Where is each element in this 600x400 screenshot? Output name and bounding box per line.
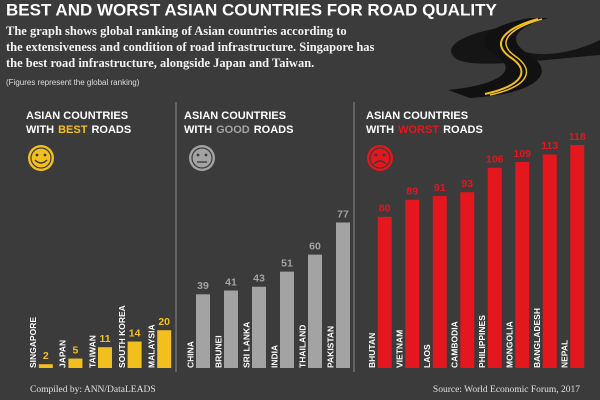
value-label: 20 xyxy=(158,316,170,328)
happy-face xyxy=(28,145,54,171)
category-label: NEPAL xyxy=(560,340,570,368)
category-label: BHUTAN xyxy=(367,333,377,368)
category-label: INDIA xyxy=(269,345,279,368)
category-label: THAILAND xyxy=(297,325,307,368)
value-label: 14 xyxy=(129,327,141,339)
value-label: 113 xyxy=(541,140,558,152)
value-label: 89 xyxy=(406,186,418,198)
category-label: MALAYSIA xyxy=(146,324,156,368)
category-label: CHINA xyxy=(185,341,195,368)
category-label: JAPAN xyxy=(58,340,68,368)
bar xyxy=(542,154,557,368)
value-label: 91 xyxy=(434,182,446,194)
heading-word: ROADS xyxy=(443,124,483,136)
value-label: 39 xyxy=(197,280,209,292)
bar xyxy=(127,341,142,368)
bar xyxy=(515,162,530,368)
value-label: 41 xyxy=(225,276,237,288)
bar xyxy=(157,330,172,368)
heading-highlight: BEST xyxy=(58,124,88,136)
category-label: PAKISTAN xyxy=(325,326,335,368)
category-label: PHILIPPINES xyxy=(477,315,487,368)
heading-word: ROADS xyxy=(254,124,294,136)
heading-word: WITH xyxy=(366,124,394,136)
subtitle-line: the extensiveness and condition of road … xyxy=(6,40,375,54)
bar xyxy=(377,216,392,368)
title: BEST AND WORST ASIAN COUNTRIES FOR ROAD … xyxy=(6,0,497,19)
category-label: CAMBODIA xyxy=(450,321,460,368)
bar xyxy=(405,199,420,368)
value-label: 93 xyxy=(461,178,473,190)
category-label: LAOS xyxy=(422,344,432,368)
road-graphic xyxy=(448,18,600,98)
category-label: SINGAPORE xyxy=(28,317,38,368)
panel-heading: WITH BEST ROADS xyxy=(26,124,131,136)
category-label: BRUNEI xyxy=(213,335,223,368)
value-label: 2 xyxy=(43,350,49,362)
category-label: MONGOLIA xyxy=(505,321,515,368)
value-label: 118 xyxy=(569,131,586,143)
bar xyxy=(308,254,322,368)
subtitle-line: the best road infrastructure, alongside … xyxy=(6,56,314,70)
bar xyxy=(196,294,210,368)
note: (Figures represent the global ranking) xyxy=(6,78,140,87)
bar xyxy=(570,145,585,368)
bar xyxy=(487,167,502,368)
category-label: TAIWAN xyxy=(87,335,97,368)
panel-heading: ASIAN COUNTRIES xyxy=(26,110,128,122)
bar xyxy=(432,196,447,368)
bar xyxy=(252,286,266,368)
value-label: 51 xyxy=(281,257,293,269)
bar xyxy=(280,271,294,368)
panel-heading: ASIAN COUNTRIES xyxy=(366,110,468,122)
heading-word: ROADS xyxy=(91,124,131,136)
value-label: 5 xyxy=(72,344,78,356)
category-label: SOUTH KOREA xyxy=(117,305,127,368)
heading-word: WITH xyxy=(184,124,212,136)
bar xyxy=(224,290,238,368)
heading-highlight: WORST xyxy=(398,124,439,136)
value-label: 109 xyxy=(513,148,531,160)
value-label: 77 xyxy=(337,208,349,220)
category-label: VIETNAM xyxy=(395,330,405,368)
credit: Compiled by: ANN/DataLEADS xyxy=(30,385,156,395)
category-label: SRI LANKA xyxy=(241,322,251,368)
panel-heading: WITH GOOD ROADS xyxy=(184,124,293,136)
value-label: 11 xyxy=(99,333,110,345)
bar xyxy=(98,347,112,368)
source: Source: World Economic Forum, 2017 xyxy=(433,385,580,395)
panel-heading: WITH WORST ROADS xyxy=(366,124,483,136)
panel-heading: ASIAN COUNTRIES xyxy=(184,110,286,122)
bar xyxy=(460,192,475,368)
value-label: 80 xyxy=(379,203,391,215)
bar xyxy=(38,364,53,368)
neutral-face xyxy=(189,145,215,171)
category-label: BANGLADESH xyxy=(532,308,542,368)
bar xyxy=(68,358,83,368)
subtitle-line: The graph shows global ranking of Asian … xyxy=(6,24,347,38)
value-label: 106 xyxy=(486,153,504,165)
bar xyxy=(336,222,350,368)
value-label: 43 xyxy=(253,273,265,285)
heading-word: WITH xyxy=(26,124,54,136)
heading-highlight: GOOD xyxy=(216,124,250,136)
sad-face xyxy=(367,145,393,171)
value-label: 60 xyxy=(309,240,321,252)
